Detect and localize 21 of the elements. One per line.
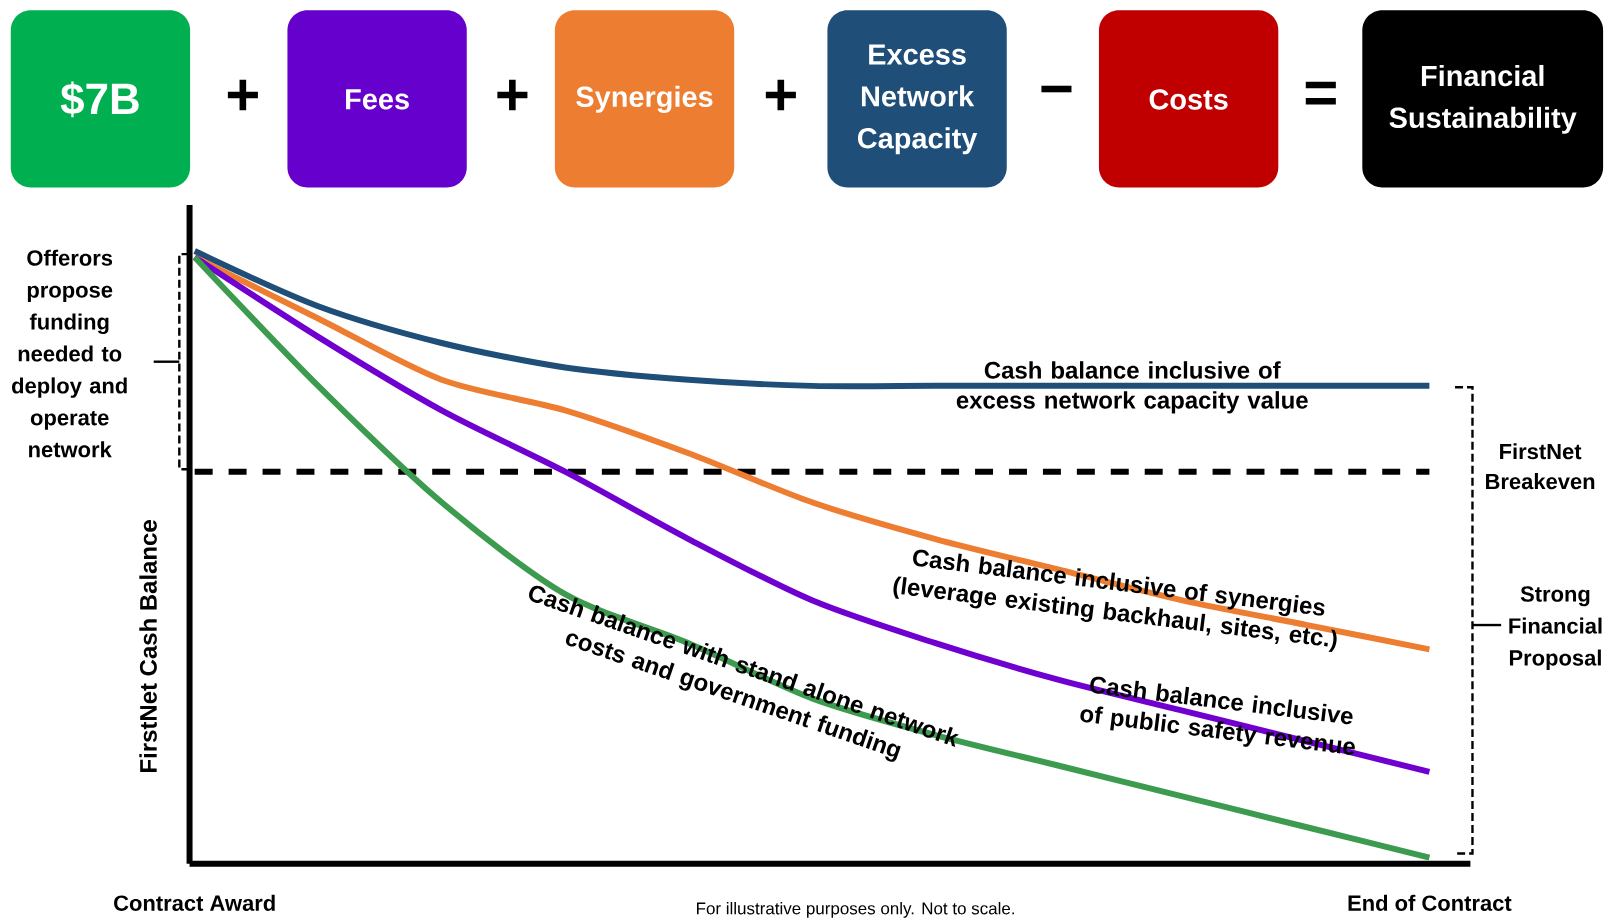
text: Fees — [346, 89, 409, 110]
ref-line-label: FirstNet Breakeven — [1486, 442, 1595, 490]
text: Cash balance inclusive of synergies (leverage existing backhaul, sites, etc.) — [893, 549, 1337, 652]
text: Costs — [1149, 88, 1228, 110]
text: = — [1305, 81, 1336, 105]
text: Cash balance inclusive of public safety revenue — [1080, 676, 1355, 755]
text: Financial Sustainability — [1389, 64, 1577, 134]
series-label: Cash balance inclusive of excess network capacity value — [956, 360, 1308, 414]
text: + — [227, 79, 258, 110]
text: Excess Network Capacity — [857, 44, 978, 155]
text: For illustrative purposes only. Not to scale. — [697, 901, 1014, 918]
text: Offerors propose funding needed to deploy and operate network — [12, 249, 127, 458]
x-tick-label: End of Contract — [1348, 894, 1512, 911]
text: − — [1041, 85, 1072, 93]
text: + — [497, 79, 528, 110]
text: + — [765, 79, 796, 110]
text: Strong Financial Proposal — [1509, 586, 1602, 670]
y-axis-title: FirstNet Cash Balance — [139, 519, 157, 772]
x-tick-label: Contract Award — [114, 894, 275, 911]
text: $7B — [60, 81, 139, 118]
text: Synergies — [576, 85, 713, 113]
